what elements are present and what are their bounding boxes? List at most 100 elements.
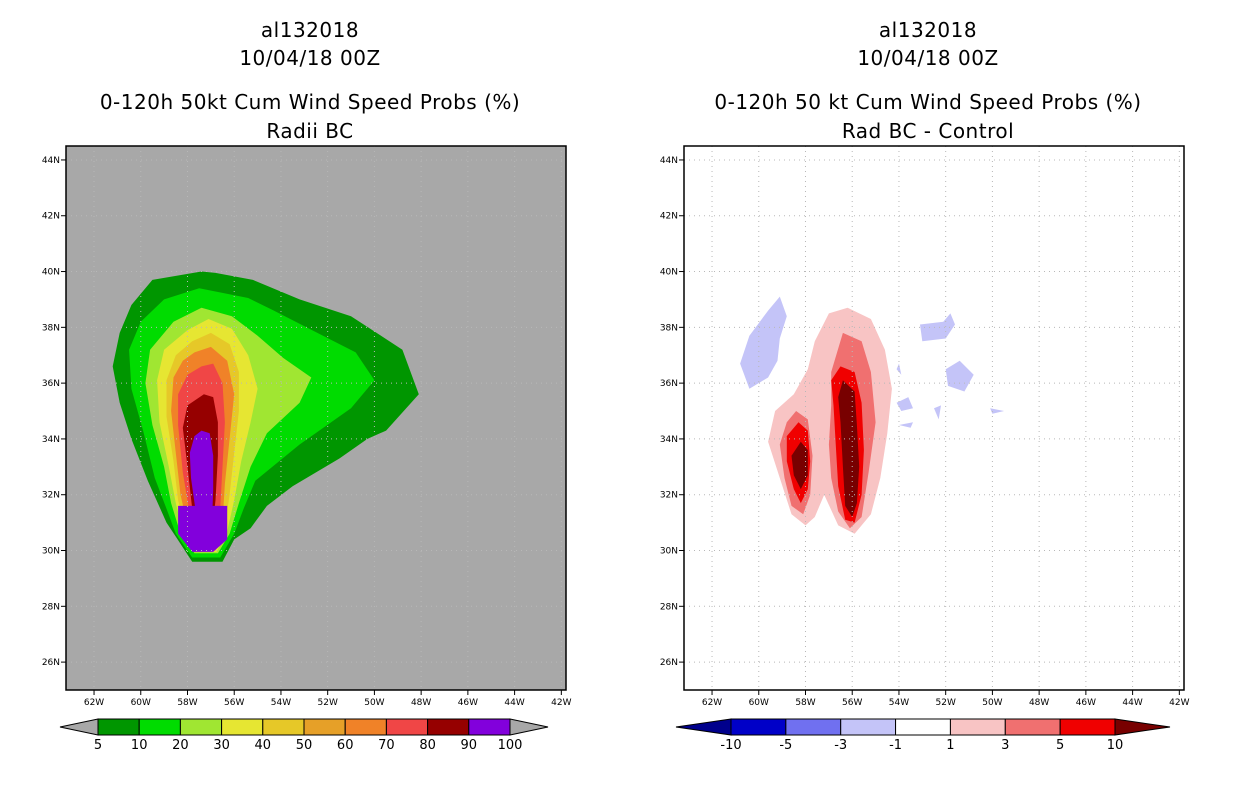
colorbar-swatch xyxy=(179,718,223,736)
x-tick-label: 52W xyxy=(936,698,956,708)
x-tick-label: 48W xyxy=(1029,698,1049,708)
colorbar-label: 20 xyxy=(172,738,189,753)
colorbar-swatch xyxy=(344,718,387,736)
x-tick-label: 62W xyxy=(702,698,722,708)
colorbar-swatch xyxy=(840,718,897,736)
y-tick-label: 32N xyxy=(660,491,678,501)
colorbar-swatch xyxy=(730,718,787,736)
contour-neg1 xyxy=(899,422,913,428)
colorbar-label: 70 xyxy=(378,738,395,753)
colorbar-right-arrow xyxy=(509,718,549,736)
y-tick-label: 34N xyxy=(42,435,60,445)
colorbar: -10 -5 -3 -1 1 3 5 10 xyxy=(675,718,1171,753)
x-tick-label: 60W xyxy=(131,698,151,708)
x-tick-label: 54W xyxy=(889,698,909,708)
x-tick-label: 46W xyxy=(1076,698,1096,708)
y-tick-label: 38N xyxy=(42,323,60,333)
y-tick-label: 42N xyxy=(660,212,678,222)
contour-neg1 xyxy=(896,397,913,411)
y-tick-label: 28N xyxy=(42,602,60,612)
y-tick-label: 36N xyxy=(660,379,678,389)
right-subtitle: Rad BC - Control xyxy=(841,119,1015,143)
grid-group: 62W 60W 58W 56W 54W 52W 50W 48W 46W 44W 42W 44N 42N 4… xyxy=(42,146,572,708)
contour-neg1 xyxy=(945,360,974,392)
left-date: 10/04/18 00Z xyxy=(239,46,381,70)
colorbar-swatch xyxy=(385,718,429,736)
x-tick-label: 44W xyxy=(1122,698,1142,708)
panel-2: 62W 60W 58W 56W 54W 52W 50W 48W 46W 44W 42W 44N 42N 4… xyxy=(660,145,1190,753)
right-storm-id: al132018 xyxy=(878,18,978,42)
y-tick-label: 42N xyxy=(42,212,60,222)
x-tick-label: 62W xyxy=(84,698,104,708)
right-date: 10/04/18 00Z xyxy=(857,46,999,70)
plot-area xyxy=(684,146,1184,690)
colorbar-swatch xyxy=(1059,718,1116,736)
x-tick-label: 58W xyxy=(795,698,815,708)
y-tick-label: 40N xyxy=(42,268,60,278)
contour-neg1 xyxy=(934,405,941,420)
colorbar-label: 30 xyxy=(213,738,230,753)
colorbar-label: 5 xyxy=(94,738,102,753)
colorbar-label: 40 xyxy=(255,738,272,753)
x-tick-label: 56W xyxy=(842,698,862,708)
colorbar-label: -1 xyxy=(889,738,902,753)
colorbar-label: 60 xyxy=(337,738,354,753)
colorbar-swatch xyxy=(1004,718,1061,736)
x-tick-label: 50W xyxy=(364,698,384,708)
colorbar-label: 50 xyxy=(296,738,313,753)
x-tick-label: 58W xyxy=(177,698,197,708)
y-tick-label: 38N xyxy=(660,323,678,333)
left-title: 0-120h 50kt Cum Wind Speed Probs (%) xyxy=(99,90,521,114)
contour-neg1 xyxy=(896,363,902,375)
colorbar-right-arrow xyxy=(1114,718,1171,736)
left-storm-id: al132018 xyxy=(260,18,360,42)
colorbar-label: -3 xyxy=(834,738,847,753)
colorbar-swatch xyxy=(262,718,305,736)
colorbar-label: 3 xyxy=(1001,738,1009,753)
colorbar-label: 100 xyxy=(498,738,523,753)
right-title: 0-120h 50 kt Cum Wind Speed Probs (%) xyxy=(714,90,1142,114)
contour-100 xyxy=(178,505,228,552)
x-tick-label: 48W xyxy=(411,698,431,708)
contour-neg1 xyxy=(920,313,955,342)
colorbar-swatch xyxy=(427,718,470,736)
contour-neg1 xyxy=(990,408,1005,414)
plot-frame xyxy=(65,145,567,691)
x-tick-label: 54W xyxy=(271,698,291,708)
y-tick-label: 40N xyxy=(660,268,678,278)
y-tick-label: 44N xyxy=(42,156,60,166)
colorbar-label: -10 xyxy=(720,738,741,753)
colorbar-swatch xyxy=(949,718,1006,736)
colorbar-swatch xyxy=(303,718,346,736)
x-tick-label: 60W xyxy=(749,698,769,708)
colorbar-label: 10 xyxy=(131,738,148,753)
colorbar-label: 1 xyxy=(946,738,954,753)
y-tick-label: 36N xyxy=(42,379,60,389)
y-tick-label: 30N xyxy=(42,547,60,557)
colorbar-label: 5 xyxy=(1056,738,1064,753)
x-tick-label: 50W xyxy=(982,698,1002,708)
y-tick-label: 26N xyxy=(42,658,60,668)
y-tick-label: 34N xyxy=(660,435,678,445)
x-tick-label: 56W xyxy=(224,698,244,708)
contour-10 xyxy=(791,441,808,490)
contour-group xyxy=(740,296,1005,534)
colorbar-label: -5 xyxy=(779,738,792,753)
colorbar-swatch xyxy=(97,718,140,736)
x-tick-label: 42W xyxy=(1169,698,1189,708)
colorbar-swatch xyxy=(138,718,181,736)
contour-10 xyxy=(838,380,860,517)
colorbar-label: 80 xyxy=(419,738,436,753)
contour-neg1 xyxy=(740,296,787,389)
colorbar-label: 10 xyxy=(1107,738,1124,753)
x-tick-label: 52W xyxy=(318,698,338,708)
left-subtitle: Radii BC xyxy=(266,119,354,143)
colorbar-left-arrow xyxy=(675,718,732,736)
colorbar-label: 90 xyxy=(461,738,478,753)
x-tick-label: 46W xyxy=(458,698,478,708)
grid-group: 62W 60W 58W 56W 54W 52W 50W 48W 46W 44W 42W 44N 42N 4… xyxy=(660,146,1190,708)
y-tick-label: 28N xyxy=(660,602,678,612)
contour-group xyxy=(112,271,419,562)
y-tick-label: 26N xyxy=(660,658,678,668)
